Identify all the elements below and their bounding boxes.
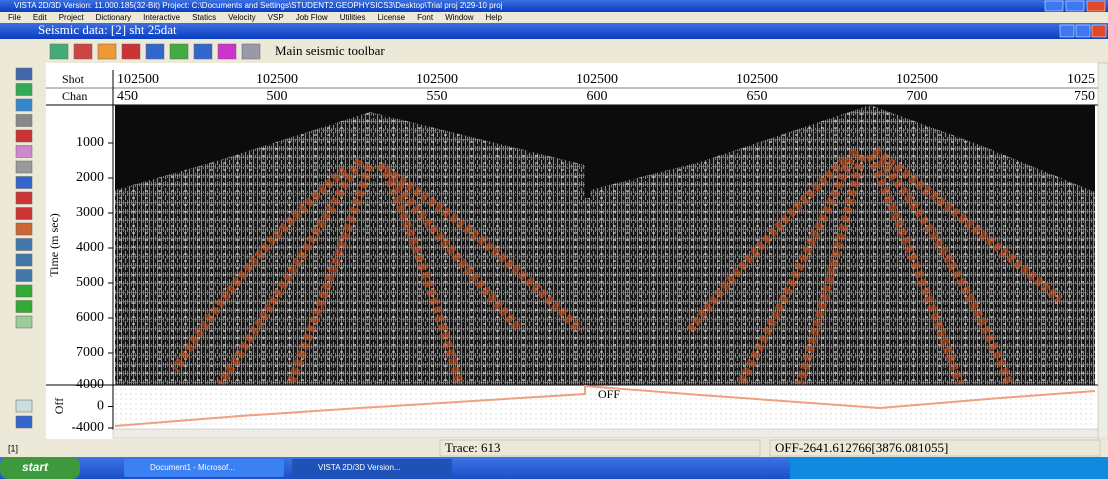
sub-minimize[interactable] [1060,25,1074,37]
shot-value: 102500 [117,72,159,87]
tool-button[interactable] [98,44,116,59]
chan-value: 550 [427,89,448,104]
side-tool-button[interactable] [16,115,32,127]
menu-item[interactable]: Project [59,13,85,22]
subwindow-title: Seismic data: [2] sht 25dat [38,22,177,37]
shot-value: 102500 [256,72,298,87]
menu-item[interactable]: Statics [192,13,216,22]
chan-value: 500 [267,89,288,104]
system-tray [790,457,1108,479]
time-tick-label: 7000 [76,345,104,360]
offset-curve-label: OFF [598,387,620,401]
tool-button[interactable] [170,44,188,59]
menu-item[interactable]: Utilities [340,13,366,22]
side-tool-button[interactable] [16,285,32,297]
minimize-button[interactable] [1045,1,1063,11]
toolbar-label: Main seismic toolbar [275,43,385,58]
chan-label: Chan [62,89,87,103]
menu-item[interactable]: Interactive [143,13,180,22]
chan-value: 450 [117,89,138,104]
menu-item[interactable]: Window [445,13,474,22]
offset-tick-label: -4000 [71,420,104,435]
side-tool-button[interactable] [16,416,32,428]
offset-tick-label: 0 [97,399,104,414]
sub-maximize[interactable] [1076,25,1090,37]
maximize-button[interactable] [1066,1,1084,11]
side-tool-button[interactable] [16,316,32,328]
time-axis-label: Time (m sec) [47,213,61,277]
side-tool-button[interactable] [16,130,32,142]
side-tool-button[interactable] [16,177,32,189]
menu-item[interactable]: File [8,13,21,22]
time-tick-label: 1000 [76,135,104,150]
sub-close[interactable] [1092,25,1106,37]
shot-label: Shot [62,72,85,86]
side-tool-button[interactable] [16,208,32,220]
status-readout: OFF-2641.612766[3876.081055] [775,440,948,455]
menu-item[interactable]: Font [417,13,434,22]
close-button[interactable] [1087,1,1105,11]
toolbar [0,39,1108,63]
chan-value: 750 [1074,89,1095,104]
tool-button[interactable] [242,44,260,59]
menu-item[interactable]: Dictionary [96,13,132,22]
shot-value: 102500 [416,72,458,87]
side-tool-button[interactable] [16,192,32,204]
shot-value: 102500 [736,72,778,87]
tool-button[interactable] [50,44,68,59]
side-tool-button[interactable] [16,146,32,158]
shot-value: 102500 [576,72,618,87]
chan-value: 650 [747,89,768,104]
window-title: VISTA 2D/3D Version: 11.000.185(32-Bit) … [14,1,503,10]
side-tool-button[interactable] [16,223,32,235]
chan-value: 700 [907,89,928,104]
side-tool-button[interactable] [16,301,32,313]
menu-item[interactable]: Velocity [228,13,256,22]
shot-value: 102500 [896,72,938,87]
horizontal-scrollbar[interactable] [113,429,1100,438]
vertical-scrollbar[interactable] [1098,63,1108,439]
shot-value: 1025 [1067,72,1095,87]
side-tool-button[interactable] [16,68,32,80]
menu-item[interactable]: Edit [33,13,48,22]
app-window: VISTA 2D/3D Version: 11.000.185(32-Bit) … [0,0,1108,479]
side-tool-button[interactable] [16,161,32,173]
screen: VISTA 2D/3D Version: 11.000.185(32-Bit) … [0,0,1108,479]
start-label: start [22,460,49,474]
task-label: Document1 - Microsof... [150,463,235,472]
tool-button[interactable] [146,44,164,59]
menu-item[interactable]: Job Flow [296,13,328,22]
side-tool-button[interactable] [16,84,32,96]
time-tick-label: 3000 [76,205,104,220]
chan-value: 600 [587,89,608,104]
time-tick-label: 6000 [76,310,104,325]
task-label: VISTA 2D/3D Version... [318,463,401,472]
side-tool-button[interactable] [16,270,32,282]
offset-axis-label: Off [52,398,66,414]
time-tick-label: 5000 [76,275,104,290]
side-tool-button[interactable] [16,254,32,266]
side-tool-button[interactable] [16,239,32,251]
menu-item[interactable]: Help [486,13,503,22]
tool-button[interactable] [218,44,236,59]
tool-button[interactable] [74,44,92,59]
tool-button[interactable] [194,44,212,59]
time-tick-label: 4000 [76,240,104,255]
status-pane: [1] [8,443,18,453]
side-tool-button[interactable] [16,99,32,111]
menu-item[interactable]: License [377,13,405,22]
seismic-section [115,105,1095,385]
status-trace: Trace: 613 [445,440,501,455]
offset-tick-label: 4000 [76,377,104,392]
tool-button[interactable] [122,44,140,59]
side-tool-button[interactable] [16,400,32,412]
time-tick-label: 2000 [76,170,104,185]
menu-item[interactable]: VSP [268,13,284,22]
